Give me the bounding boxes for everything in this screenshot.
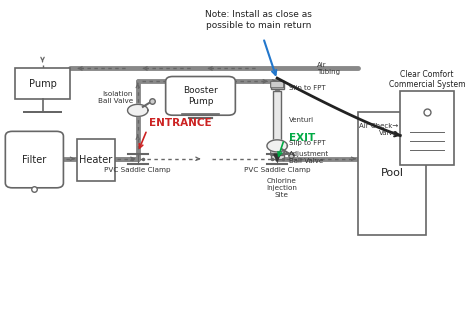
Text: PVC Saddle Clamp: PVC Saddle Clamp: [244, 167, 310, 173]
Text: Pool: Pool: [381, 168, 404, 178]
Text: Slip to FPT: Slip to FPT: [289, 85, 326, 91]
Text: Venturi: Venturi: [289, 117, 314, 123]
Text: Slip to FPT: Slip to FPT: [289, 140, 326, 146]
Text: Note: Install as close as
possible to main return: Note: Install as close as possible to ma…: [205, 10, 312, 30]
FancyBboxPatch shape: [271, 81, 283, 88]
Text: Booster
Pump: Booster Pump: [183, 86, 218, 106]
Polygon shape: [267, 140, 287, 152]
Bar: [358, 112, 426, 235]
Text: ENTRANCE: ENTRANCE: [149, 118, 212, 128]
Bar: [273, 91, 282, 143]
Text: Pump: Pump: [28, 79, 56, 89]
Text: EXIT: EXIT: [289, 133, 315, 143]
Text: Isolation
Ball Valve: Isolation Ball Valve: [98, 91, 133, 104]
Bar: [271, 81, 283, 89]
Text: Clear Comfort
Commercial System: Clear Comfort Commercial System: [389, 70, 465, 89]
Text: Adjustment
Ball Valve: Adjustment Ball Valve: [289, 151, 329, 164]
Bar: [271, 151, 283, 159]
Bar: [15, 68, 71, 99]
Text: Heater: Heater: [79, 156, 113, 165]
Polygon shape: [128, 104, 148, 116]
Text: Chlorine
Injection
Site: Chlorine Injection Site: [266, 178, 297, 198]
Bar: [77, 139, 115, 181]
Text: Filter: Filter: [22, 155, 46, 165]
FancyBboxPatch shape: [271, 149, 283, 156]
Bar: [401, 91, 454, 165]
Text: Air Check→
Valve: Air Check→ Valve: [359, 122, 398, 135]
Text: PVC Saddle Clamp: PVC Saddle Clamp: [104, 167, 171, 173]
Text: Air
Tubing: Air Tubing: [317, 62, 340, 75]
FancyBboxPatch shape: [5, 131, 64, 188]
FancyBboxPatch shape: [165, 76, 236, 115]
